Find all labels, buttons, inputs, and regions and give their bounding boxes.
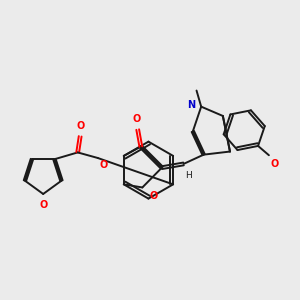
Text: H: H bbox=[185, 171, 192, 180]
Text: O: O bbox=[39, 200, 47, 209]
Text: O: O bbox=[149, 191, 158, 201]
Text: O: O bbox=[132, 114, 140, 124]
Text: O: O bbox=[99, 160, 108, 170]
Text: O: O bbox=[76, 121, 84, 131]
Text: N: N bbox=[187, 100, 195, 110]
Text: O: O bbox=[270, 159, 279, 169]
